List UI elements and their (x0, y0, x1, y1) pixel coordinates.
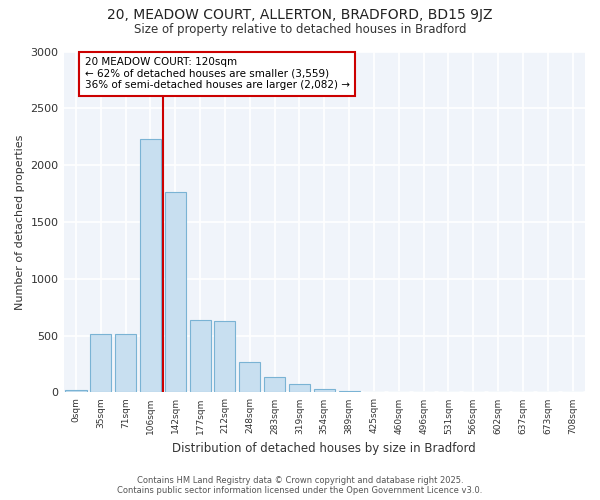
Text: 20, MEADOW COURT, ALLERTON, BRADFORD, BD15 9JZ: 20, MEADOW COURT, ALLERTON, BRADFORD, BD… (107, 8, 493, 22)
Text: Size of property relative to detached houses in Bradford: Size of property relative to detached ho… (134, 22, 466, 36)
Bar (140, 139, 161, 392)
Bar (90, 334, 112, 392)
Bar (264, 376, 285, 392)
Bar (65, 390, 86, 392)
Bar (165, 192, 186, 392)
Text: 20 MEADOW COURT: 120sqm
← 62% of detached houses are smaller (3,559)
36% of semi: 20 MEADOW COURT: 120sqm ← 62% of detache… (85, 57, 350, 90)
Text: Contains HM Land Registry data © Crown copyright and database right 2025.
Contai: Contains HM Land Registry data © Crown c… (118, 476, 482, 495)
X-axis label: Distribution of detached houses by size in Bradford: Distribution of detached houses by size … (172, 442, 476, 455)
Bar (314, 389, 335, 392)
Y-axis label: Number of detached properties: Number of detached properties (15, 134, 25, 310)
Bar (214, 321, 235, 392)
Bar (190, 320, 211, 392)
Bar (239, 362, 260, 392)
Bar (115, 334, 136, 392)
Bar (338, 390, 359, 392)
Bar (289, 384, 310, 392)
